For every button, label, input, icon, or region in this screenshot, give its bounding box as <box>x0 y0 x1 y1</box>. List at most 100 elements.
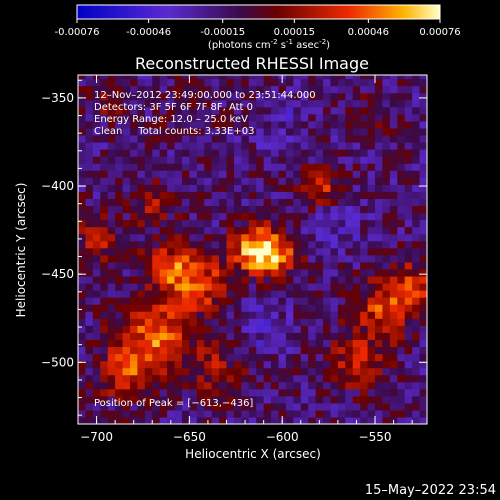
heatmap-cell <box>204 177 213 185</box>
heatmap-cell <box>248 219 257 228</box>
heatmap-cell <box>271 297 280 305</box>
heatmap-cell <box>226 367 235 376</box>
heatmap-cell <box>107 360 116 369</box>
heatmap-cell <box>107 311 116 319</box>
heatmap-cell <box>404 409 413 418</box>
heatmap-cell <box>293 282 302 291</box>
heatmap-cell <box>107 325 116 333</box>
heatmap-cell <box>129 290 139 298</box>
heatmap-cell <box>308 198 317 207</box>
heatmap-cell <box>382 205 391 214</box>
heatmap-cell <box>189 402 198 411</box>
heatmap-cell <box>419 304 427 312</box>
heatmap-cell <box>167 304 176 312</box>
heatmap-cell <box>263 106 272 115</box>
heatmap-cell <box>233 367 242 376</box>
heatmap-cell <box>315 297 324 305</box>
heatmap-cell <box>233 339 242 348</box>
heatmap-cell <box>330 120 339 129</box>
heatmap-cell <box>174 92 183 101</box>
heatmap-cell <box>129 360 139 369</box>
heatmap-cell <box>271 360 280 369</box>
y-tick-label: −350 <box>41 91 74 105</box>
heatmap-cell <box>78 120 87 129</box>
heatmap-cell <box>181 233 190 242</box>
heatmap-cell <box>152 395 161 404</box>
heatmap-cell <box>345 332 354 340</box>
heatmap-cell <box>204 233 213 242</box>
heatmap-cell <box>241 311 250 319</box>
heatmap-cell <box>360 191 369 199</box>
heatmap-cell <box>122 156 131 164</box>
heatmap-cell <box>337 346 346 355</box>
heatmap-cell <box>78 275 87 284</box>
heatmap-cell <box>100 325 109 333</box>
heatmap-cell <box>78 318 87 326</box>
heatmap-cell <box>122 290 131 298</box>
heatmap-cell <box>196 205 205 214</box>
heatmap-cell <box>174 360 183 369</box>
heatmap-cell <box>129 163 139 171</box>
heatmap-cell <box>367 212 376 221</box>
heatmap-cell <box>293 219 302 228</box>
heatmap-cell <box>412 113 421 122</box>
heatmap-cell <box>263 388 272 397</box>
heatmap-cell <box>278 113 287 122</box>
x-tick-label: −700 <box>80 430 113 444</box>
heatmap-cell <box>129 191 139 199</box>
heatmap-cell <box>375 332 384 340</box>
heatmap-cell <box>412 177 421 185</box>
heatmap-cell <box>360 290 369 298</box>
plot-frame <box>77 74 428 425</box>
heatmap-cell <box>389 170 398 178</box>
heatmap-cell <box>263 374 272 383</box>
heatmap-cell <box>278 297 287 305</box>
heatmap-cell <box>196 318 205 326</box>
heatmap-cell <box>375 318 384 326</box>
heatmap-cell <box>144 247 153 256</box>
heatmap-cell <box>226 191 235 199</box>
heatmap-cell <box>271 282 280 291</box>
heatmap-cell <box>412 99 421 108</box>
heatmap-cell <box>404 219 413 228</box>
heatmap-cell <box>308 226 317 235</box>
heatmap-cell <box>122 113 131 122</box>
heatmap-cell <box>241 254 250 263</box>
heatmap-cell <box>404 402 413 411</box>
heatmap-cell <box>367 332 376 340</box>
heatmap-cell <box>181 219 190 228</box>
heatmap-cell <box>285 92 294 101</box>
heatmap-cell <box>137 416 146 424</box>
heatmap-cell <box>419 282 427 291</box>
heatmap-cell <box>300 325 309 333</box>
heatmap-cell <box>241 106 250 115</box>
heatmap-cell <box>211 282 220 291</box>
heatmap-cell <box>248 198 257 207</box>
heatmap-cell <box>389 318 398 326</box>
heatmap-cell <box>293 163 302 171</box>
heatmap-cell <box>300 106 309 115</box>
heatmap-cell <box>129 78 139 87</box>
heatmap-cell <box>78 304 87 312</box>
heatmap-cell <box>375 261 384 270</box>
heatmap-cell <box>367 247 376 256</box>
heatmap-cell <box>278 402 287 411</box>
heatmap-cell <box>315 134 324 143</box>
heatmap-cell <box>248 191 257 199</box>
heatmap-cell <box>337 205 346 214</box>
heatmap-cell <box>330 367 339 376</box>
heatmap-cell <box>219 191 228 199</box>
heatmap-cell <box>144 78 153 87</box>
heatmap-cell <box>100 184 109 192</box>
heatmap-cell <box>256 282 265 291</box>
heatmap-cell <box>174 275 183 284</box>
heatmap-cell <box>100 332 109 340</box>
heatmap-cell <box>330 226 339 235</box>
heatmap-cell <box>85 290 94 298</box>
heatmap-cell <box>122 254 131 263</box>
heatmap-cell <box>285 268 294 277</box>
heatmap-cell <box>397 247 406 256</box>
heatmap-cell <box>92 268 101 277</box>
heatmap-cell <box>189 240 198 249</box>
heatmap-cell <box>382 106 391 115</box>
